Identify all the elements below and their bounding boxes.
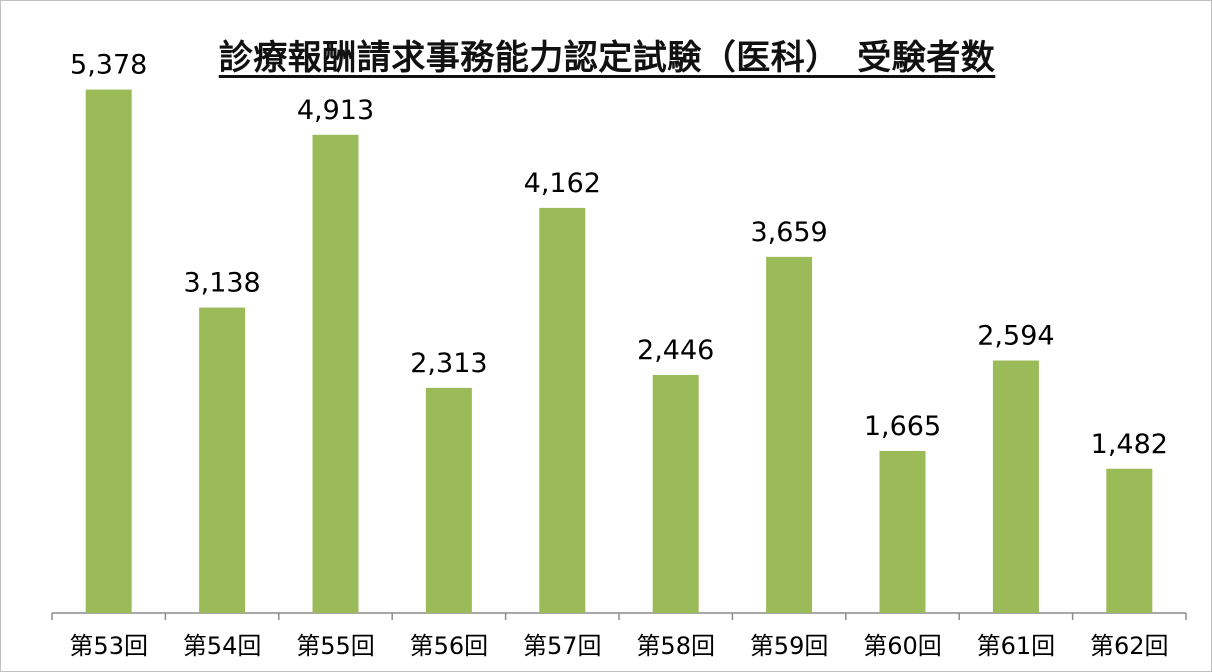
data-label: 4,913 — [297, 95, 374, 126]
x-tick-label: 第55回 — [296, 632, 375, 660]
bar-4 — [425, 387, 472, 613]
data-label: 5,378 — [70, 50, 147, 81]
bar-9 — [992, 360, 1039, 613]
x-tick-label: 第60回 — [863, 632, 942, 660]
bar-3 — [312, 134, 359, 613]
bar-5 — [539, 207, 586, 613]
chart-title: 診療報酬請求事務能力認定試験（医科） 受験者数 — [218, 38, 996, 78]
data-label: 4,162 — [524, 168, 601, 199]
data-label: 1,482 — [1091, 429, 1168, 460]
x-tick-label: 第56回 — [410, 632, 489, 660]
x-tick-label: 第61回 — [977, 632, 1056, 660]
bar-2 — [199, 307, 246, 613]
x-tick-label: 第57回 — [523, 632, 602, 660]
data-label: 3,138 — [183, 268, 260, 299]
x-tick-label: 第62回 — [1090, 632, 1169, 660]
data-label: 2,594 — [977, 321, 1054, 352]
x-tick-label: 第53回 — [69, 632, 148, 660]
bar-10 — [1106, 468, 1153, 613]
bar-8 — [879, 450, 926, 613]
data-label: 3,659 — [750, 217, 827, 248]
x-tick-label: 第54回 — [183, 632, 262, 660]
data-label: 2,446 — [637, 335, 714, 366]
bar-6 — [652, 374, 699, 613]
bar-1 — [85, 89, 132, 614]
bar-7 — [766, 256, 813, 613]
x-tick-label: 第59回 — [750, 632, 829, 660]
data-label: 1,665 — [864, 411, 941, 442]
x-tick-label: 第58回 — [636, 632, 715, 660]
data-label: 2,313 — [410, 348, 487, 379]
